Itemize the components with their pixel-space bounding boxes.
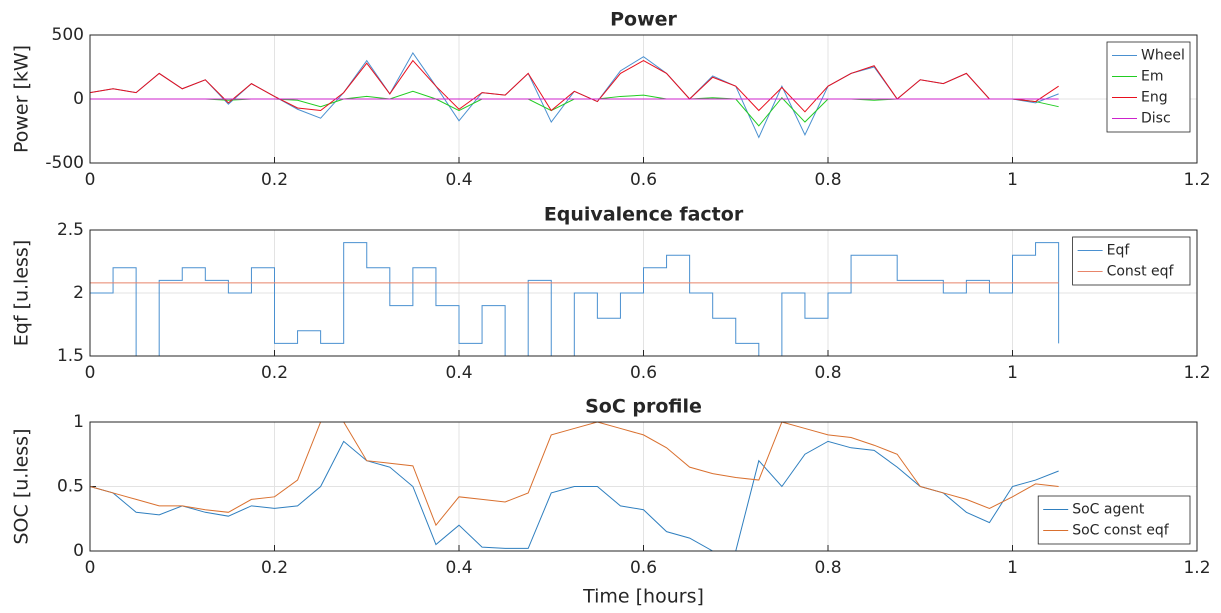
x-tick-label: 1	[1007, 170, 1018, 190]
series-line	[90, 422, 1059, 527]
x-tick-label: 0.6	[630, 558, 657, 578]
legend-box	[1037, 495, 1191, 545]
chart-title: Power	[610, 9, 677, 31]
y-tick-label: 1.5	[57, 346, 84, 366]
x-tick-label: 0.2	[261, 363, 288, 383]
x-tick-label: 1	[1007, 363, 1018, 383]
legend-label: SoC agent	[1072, 502, 1145, 518]
axes-box	[89, 34, 1198, 164]
series-line	[90, 242, 1060, 356]
chart-title: Equivalence factor	[544, 204, 744, 226]
legend-label: Em	[1141, 69, 1163, 85]
x-tick-label: 0.2	[261, 558, 288, 578]
x-tick-label: 0	[85, 363, 96, 383]
x-tick-label: 0.8	[814, 558, 841, 578]
y-tick-label: -500	[45, 153, 84, 173]
y-tick-label: 1	[73, 412, 84, 432]
y-axis-label: Power [kW]	[11, 45, 33, 153]
x-tick-label: 1.2	[1183, 170, 1210, 190]
legend-box	[1106, 41, 1191, 133]
x-tick-label: 1.2	[1183, 363, 1210, 383]
y-tick-label: 0.5	[57, 477, 84, 497]
series-line	[90, 440, 1059, 551]
x-axis-label: Time [hours]	[582, 586, 704, 608]
x-tick-label: 0	[85, 558, 96, 578]
x-tick-label: 0.6	[630, 363, 657, 383]
x-tick-label: 0.4	[445, 558, 472, 578]
legend-box	[1072, 236, 1191, 286]
x-tick-label: 0.4	[445, 363, 472, 383]
chart-title: SoC profile	[585, 396, 702, 418]
legend-label: Const eqf	[1107, 264, 1175, 280]
legend-label: Wheel	[1141, 48, 1185, 64]
x-tick-label: 1.2	[1183, 558, 1210, 578]
y-tick-label: 0	[73, 89, 84, 109]
legend-label: SoC const eqf	[1072, 523, 1170, 539]
x-tick-label: 1	[1007, 558, 1018, 578]
y-tick-label: 500	[52, 25, 84, 45]
legend-label: Eqf	[1107, 243, 1131, 259]
series-group	[90, 422, 1059, 551]
x-tick-label: 0.8	[814, 170, 841, 190]
x-tick-label: 0.2	[261, 170, 288, 190]
y-axis-label: SOC [u.less]	[11, 429, 33, 545]
series-group	[90, 51, 1059, 139]
x-tick-label: 0.4	[445, 170, 472, 190]
y-tick-label: 2	[73, 283, 84, 303]
x-tick-label: 0.8	[814, 363, 841, 383]
x-tick-label: 0.6	[630, 170, 657, 190]
axes-box	[89, 421, 1198, 552]
y-tick-label: 0	[73, 541, 84, 561]
x-tick-label: 0	[85, 170, 96, 190]
axes-box	[89, 229, 1198, 357]
legend-label: Disc	[1141, 111, 1171, 127]
series-group	[90, 242, 1060, 356]
y-tick-label: 2.5	[57, 220, 84, 240]
legend-label: Eng	[1141, 90, 1168, 106]
y-axis-label: Eqf [u.less]	[11, 240, 33, 346]
